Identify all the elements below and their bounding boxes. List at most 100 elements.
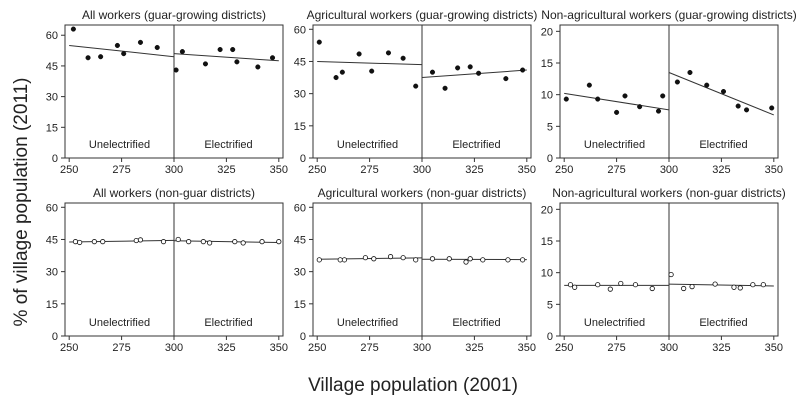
data-point xyxy=(160,239,167,245)
unelectrified-label: Unelectrified xyxy=(89,139,150,151)
chart-panel-5: Agricultural workers (non-guar districts… xyxy=(294,186,536,354)
y-tick-label: 15 xyxy=(46,299,58,311)
y-tick-label: 15 xyxy=(46,122,58,134)
data-point xyxy=(655,108,662,114)
y-tick-label: 45 xyxy=(46,61,58,73)
fit-line xyxy=(173,53,279,62)
data-point xyxy=(154,44,160,51)
data-point xyxy=(704,82,710,88)
x-tick-label: 250 xyxy=(555,342,573,354)
y-tick-label: 0 xyxy=(547,153,553,165)
data-point xyxy=(520,67,526,73)
x-tick-label: 250 xyxy=(555,164,573,176)
data-point xyxy=(618,280,624,287)
electrified-label: Electrified xyxy=(204,317,252,329)
data-point xyxy=(607,286,613,292)
data-point xyxy=(400,55,406,61)
chart-panel-4: All workers (non-guar districts) 250 275 30… xyxy=(46,186,288,354)
data-point xyxy=(234,59,240,65)
x-tick-label: 275 xyxy=(360,342,378,354)
data-point xyxy=(137,39,144,45)
data-point xyxy=(70,26,76,32)
data-point xyxy=(446,256,452,262)
y-tick-label: 60 xyxy=(294,202,306,214)
x-tick-label: 300 xyxy=(660,164,678,176)
electrified-label: Electrified xyxy=(699,139,747,151)
y-tick-label: 30 xyxy=(294,89,306,101)
y-tick-label: 20 xyxy=(541,204,553,216)
data-point xyxy=(505,257,511,263)
x-tick-label: 250 xyxy=(308,164,326,176)
data-point xyxy=(637,104,643,110)
panel-title: Agricultural workers (non-guar districts… xyxy=(318,186,527,200)
data-point xyxy=(369,68,375,74)
data-point xyxy=(207,240,213,246)
x-tick-label: 300 xyxy=(413,164,431,176)
data-point xyxy=(622,93,628,99)
x-tick-label: 350 xyxy=(765,342,783,354)
data-point xyxy=(586,82,592,88)
data-point xyxy=(400,255,406,261)
data-point xyxy=(186,239,192,245)
data-point xyxy=(356,51,362,57)
unelectrified-label: Unelectrified xyxy=(584,317,645,329)
fit-line xyxy=(564,92,670,111)
chart-panel-6: Non-agricultural workers (non-guar distr… xyxy=(541,186,786,354)
x-tick-label: 300 xyxy=(165,342,183,354)
data-point xyxy=(687,69,693,76)
data-point xyxy=(674,79,680,85)
x-tick-label: 325 xyxy=(465,342,483,354)
data-point xyxy=(563,96,569,102)
y-tick-label: 15 xyxy=(541,236,553,248)
y-tick-label: 5 xyxy=(547,121,553,133)
x-tick-label: 250 xyxy=(60,164,78,176)
unelectrified-label: Unelectrified xyxy=(337,139,398,151)
unelectrified-label: Unelectrified xyxy=(89,317,150,329)
data-point xyxy=(362,255,369,261)
electrified-label: Electrified xyxy=(204,139,252,151)
data-point xyxy=(476,70,482,76)
data-point xyxy=(649,285,655,292)
x-tick-label: 300 xyxy=(165,164,183,176)
x-tick-label: 350 xyxy=(765,164,783,176)
data-point xyxy=(567,282,574,288)
data-point xyxy=(232,239,238,245)
y-tick-label: 60 xyxy=(294,24,306,36)
data-point xyxy=(240,240,246,246)
x-tick-label: 275 xyxy=(112,342,130,354)
panel-title: Non-agricultural workers (guar-growing d… xyxy=(541,8,796,22)
electrified-label: Electrified xyxy=(452,317,500,329)
x-tick-label: 300 xyxy=(660,342,678,354)
x-tick-label: 300 xyxy=(413,342,431,354)
data-point xyxy=(735,103,741,109)
unelectrified-label: Unelectrified xyxy=(337,317,398,329)
x-tick-label: 350 xyxy=(270,164,288,176)
y-tick-label: 0 xyxy=(52,153,58,165)
y-tick-label: 10 xyxy=(541,268,553,280)
data-point xyxy=(217,47,223,53)
x-tick-label: 350 xyxy=(518,164,536,176)
data-point xyxy=(276,239,282,245)
data-point xyxy=(750,282,756,288)
data-point xyxy=(337,257,343,263)
figure-ylabel: % of village population (2011) xyxy=(11,78,32,327)
y-tick-label: 5 xyxy=(547,299,553,311)
data-point xyxy=(341,257,348,263)
data-point xyxy=(200,239,206,245)
data-point xyxy=(572,284,578,290)
y-tick-label: 30 xyxy=(294,267,306,279)
data-point xyxy=(503,76,509,82)
y-tick-label: 45 xyxy=(294,56,306,68)
x-tick-label: 350 xyxy=(518,342,536,354)
data-point xyxy=(114,42,120,49)
y-tick-label: 30 xyxy=(46,267,58,279)
y-tick-label: 45 xyxy=(46,234,58,246)
data-point xyxy=(77,239,83,246)
data-point xyxy=(269,55,276,61)
data-point xyxy=(681,285,687,292)
fit-line xyxy=(317,60,423,66)
fit-line xyxy=(69,239,175,243)
chart-panel-1: All workers (guar-growing districts) 250 2… xyxy=(46,8,288,176)
x-tick-label: 325 xyxy=(217,342,235,354)
